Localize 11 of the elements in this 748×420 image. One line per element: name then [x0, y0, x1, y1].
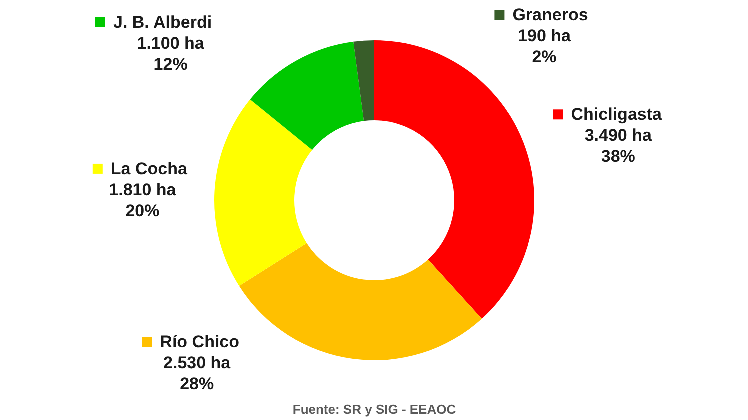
legend-label: Graneros — [512, 6, 588, 24]
legend-label: Río Chico — [160, 332, 240, 352]
data-label: 2.530 ha 28% — [164, 354, 232, 394]
data-label: 190 ha 2% — [518, 26, 572, 66]
legend-label: J. B. Alberdi — [113, 12, 212, 32]
legend-label: Chicligasta — [571, 105, 663, 124]
data-label: 1.100 ha 12% — [137, 34, 205, 74]
data-label: 3.490 ha 38% — [584, 126, 652, 166]
legend-label: La Cocha — [110, 159, 188, 178]
data-label: 1.810 ha 20% — [109, 180, 177, 220]
source-note: Fuente: SR y SIG - EEAOC — [292, 402, 457, 417]
